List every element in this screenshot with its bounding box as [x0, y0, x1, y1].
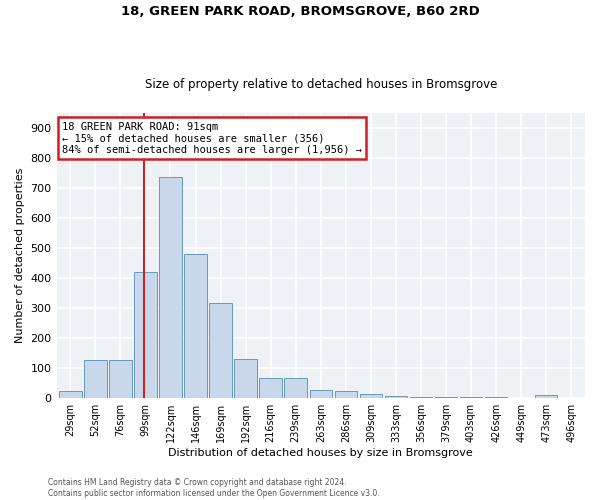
Bar: [235, 358, 257, 398]
X-axis label: Distribution of detached houses by size in Bromsgrove: Distribution of detached houses by size …: [169, 448, 473, 458]
Bar: [59, 391, 82, 398]
Bar: [385, 396, 407, 398]
Y-axis label: Number of detached properties: Number of detached properties: [15, 168, 25, 343]
Bar: [284, 378, 307, 398]
Text: Contains HM Land Registry data © Crown copyright and database right 2024.
Contai: Contains HM Land Registry data © Crown c…: [48, 478, 380, 498]
Bar: [359, 394, 382, 398]
Bar: [159, 178, 182, 398]
Bar: [184, 254, 207, 398]
Bar: [310, 390, 332, 398]
Text: 18, GREEN PARK ROAD, BROMSGROVE, B60 2RD: 18, GREEN PARK ROAD, BROMSGROVE, B60 2RD: [121, 5, 479, 18]
Bar: [410, 397, 432, 398]
Bar: [435, 397, 457, 398]
Bar: [535, 394, 557, 398]
Bar: [84, 360, 107, 398]
Title: Size of property relative to detached houses in Bromsgrove: Size of property relative to detached ho…: [145, 78, 497, 91]
Bar: [259, 378, 282, 398]
Bar: [335, 391, 357, 398]
Text: 18 GREEN PARK ROAD: 91sqm
← 15% of detached houses are smaller (356)
84% of semi: 18 GREEN PARK ROAD: 91sqm ← 15% of detac…: [62, 122, 362, 154]
Bar: [134, 272, 157, 398]
Bar: [209, 304, 232, 398]
Bar: [109, 360, 131, 398]
